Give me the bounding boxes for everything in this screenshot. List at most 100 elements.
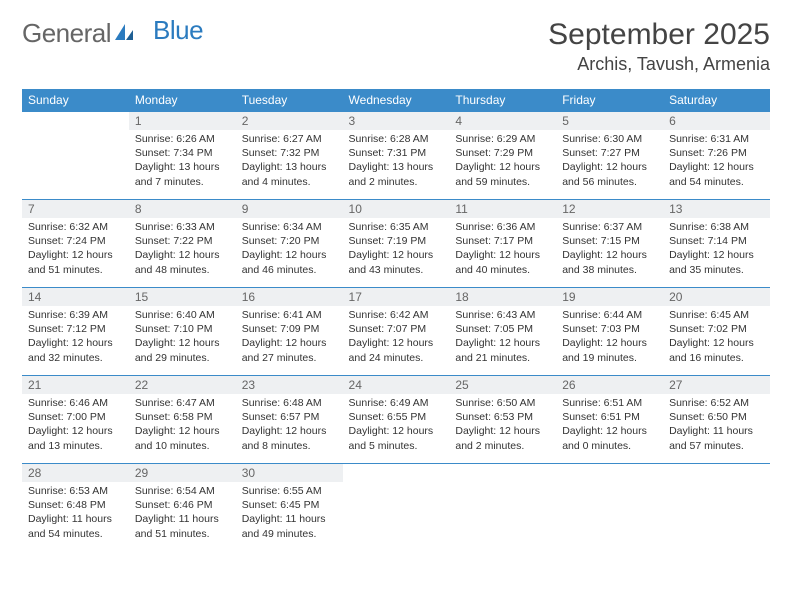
sunset-text: Sunset: 7:24 PM xyxy=(28,234,123,248)
sunrise-text: Sunrise: 6:39 AM xyxy=(28,308,123,322)
day-number: 15 xyxy=(129,288,236,306)
day-content: Sunrise: 6:31 AMSunset: 7:26 PMDaylight:… xyxy=(663,130,770,195)
calendar-day-cell: 24Sunrise: 6:49 AMSunset: 6:55 PMDayligh… xyxy=(343,376,450,464)
calendar-day-cell: . xyxy=(343,464,450,552)
calendar-day-cell: 9Sunrise: 6:34 AMSunset: 7:20 PMDaylight… xyxy=(236,200,343,288)
sunset-text: Sunset: 7:27 PM xyxy=(562,146,657,160)
sunrise-text: Sunrise: 6:35 AM xyxy=(349,220,444,234)
day-content: Sunrise: 6:33 AMSunset: 7:22 PMDaylight:… xyxy=(129,218,236,283)
day-content: Sunrise: 6:42 AMSunset: 7:07 PMDaylight:… xyxy=(343,306,450,371)
calendar-day-cell: 11Sunrise: 6:36 AMSunset: 7:17 PMDayligh… xyxy=(449,200,556,288)
day-content: Sunrise: 6:26 AMSunset: 7:34 PMDaylight:… xyxy=(129,130,236,195)
sunset-text: Sunset: 6:48 PM xyxy=(28,498,123,512)
logo-text-blue: Blue xyxy=(153,15,203,46)
day-content: Sunrise: 6:51 AMSunset: 6:51 PMDaylight:… xyxy=(556,394,663,459)
page-title: September 2025 xyxy=(548,18,770,52)
calendar-day-cell: . xyxy=(22,112,129,200)
day-number: 10 xyxy=(343,200,450,218)
day-number: 20 xyxy=(663,288,770,306)
calendar-day-cell: 15Sunrise: 6:40 AMSunset: 7:10 PMDayligh… xyxy=(129,288,236,376)
day-content: Sunrise: 6:27 AMSunset: 7:32 PMDaylight:… xyxy=(236,130,343,195)
sunrise-text: Sunrise: 6:40 AM xyxy=(135,308,230,322)
sunrise-text: Sunrise: 6:50 AM xyxy=(455,396,550,410)
day-content: Sunrise: 6:43 AMSunset: 7:05 PMDaylight:… xyxy=(449,306,556,371)
sunrise-text: Sunrise: 6:30 AM xyxy=(562,132,657,146)
daylight-text: Daylight: 12 hours and 51 minutes. xyxy=(28,248,123,276)
dow-monday: Monday xyxy=(129,89,236,112)
calendar-week: 28Sunrise: 6:53 AMSunset: 6:48 PMDayligh… xyxy=(22,464,770,552)
daylight-text: Daylight: 12 hours and 21 minutes. xyxy=(455,336,550,364)
location-subtitle: Archis, Tavush, Armenia xyxy=(548,54,770,75)
day-number: 29 xyxy=(129,464,236,482)
day-number: 24 xyxy=(343,376,450,394)
day-content: Sunrise: 6:36 AMSunset: 7:17 PMDaylight:… xyxy=(449,218,556,283)
day-content: Sunrise: 6:47 AMSunset: 6:58 PMDaylight:… xyxy=(129,394,236,459)
day-number: 2 xyxy=(236,112,343,130)
calendar-table: Sunday Monday Tuesday Wednesday Thursday… xyxy=(22,89,770,552)
daylight-text: Daylight: 11 hours and 49 minutes. xyxy=(242,512,337,540)
day-content: Sunrise: 6:30 AMSunset: 7:27 PMDaylight:… xyxy=(556,130,663,195)
dow-sunday: Sunday xyxy=(22,89,129,112)
dow-saturday: Saturday xyxy=(663,89,770,112)
dow-thursday: Thursday xyxy=(449,89,556,112)
sunset-text: Sunset: 7:02 PM xyxy=(669,322,764,336)
logo-text-general: General xyxy=(22,18,111,49)
calendar-day-cell: 26Sunrise: 6:51 AMSunset: 6:51 PMDayligh… xyxy=(556,376,663,464)
sunset-text: Sunset: 6:55 PM xyxy=(349,410,444,424)
day-content: Sunrise: 6:38 AMSunset: 7:14 PMDaylight:… xyxy=(663,218,770,283)
calendar-day-cell: 20Sunrise: 6:45 AMSunset: 7:02 PMDayligh… xyxy=(663,288,770,376)
daylight-text: Daylight: 12 hours and 5 minutes. xyxy=(349,424,444,452)
sunrise-text: Sunrise: 6:47 AM xyxy=(135,396,230,410)
day-content: Sunrise: 6:37 AMSunset: 7:15 PMDaylight:… xyxy=(556,218,663,283)
dow-tuesday: Tuesday xyxy=(236,89,343,112)
day-number: 25 xyxy=(449,376,556,394)
daylight-text: Daylight: 12 hours and 38 minutes. xyxy=(562,248,657,276)
day-number: 28 xyxy=(22,464,129,482)
calendar-week: 14Sunrise: 6:39 AMSunset: 7:12 PMDayligh… xyxy=(22,288,770,376)
calendar-day-cell: 18Sunrise: 6:43 AMSunset: 7:05 PMDayligh… xyxy=(449,288,556,376)
dow-friday: Friday xyxy=(556,89,663,112)
sunrise-text: Sunrise: 6:33 AM xyxy=(135,220,230,234)
sunrise-text: Sunrise: 6:54 AM xyxy=(135,484,230,498)
daylight-text: Daylight: 13 hours and 2 minutes. xyxy=(349,160,444,188)
sunset-text: Sunset: 6:57 PM xyxy=(242,410,337,424)
sunset-text: Sunset: 7:19 PM xyxy=(349,234,444,248)
day-content: Sunrise: 6:28 AMSunset: 7:31 PMDaylight:… xyxy=(343,130,450,195)
daylight-text: Daylight: 12 hours and 8 minutes. xyxy=(242,424,337,452)
calendar-day-cell: 19Sunrise: 6:44 AMSunset: 7:03 PMDayligh… xyxy=(556,288,663,376)
calendar-day-cell: 17Sunrise: 6:42 AMSunset: 7:07 PMDayligh… xyxy=(343,288,450,376)
day-content: Sunrise: 6:32 AMSunset: 7:24 PMDaylight:… xyxy=(22,218,129,283)
day-content: Sunrise: 6:41 AMSunset: 7:09 PMDaylight:… xyxy=(236,306,343,371)
calendar-day-cell: 29Sunrise: 6:54 AMSunset: 6:46 PMDayligh… xyxy=(129,464,236,552)
sunset-text: Sunset: 6:46 PM xyxy=(135,498,230,512)
sunset-text: Sunset: 6:53 PM xyxy=(455,410,550,424)
day-content: Sunrise: 6:55 AMSunset: 6:45 PMDaylight:… xyxy=(236,482,343,547)
sunset-text: Sunset: 7:22 PM xyxy=(135,234,230,248)
sunset-text: Sunset: 6:58 PM xyxy=(135,410,230,424)
calendar-day-cell: 13Sunrise: 6:38 AMSunset: 7:14 PMDayligh… xyxy=(663,200,770,288)
sunrise-text: Sunrise: 6:34 AM xyxy=(242,220,337,234)
calendar-day-cell: 27Sunrise: 6:52 AMSunset: 6:50 PMDayligh… xyxy=(663,376,770,464)
sunrise-text: Sunrise: 6:27 AM xyxy=(242,132,337,146)
sunset-text: Sunset: 7:20 PM xyxy=(242,234,337,248)
sunset-text: Sunset: 7:10 PM xyxy=(135,322,230,336)
sunrise-text: Sunrise: 6:51 AM xyxy=(562,396,657,410)
calendar-day-cell: 21Sunrise: 6:46 AMSunset: 7:00 PMDayligh… xyxy=(22,376,129,464)
day-number: 13 xyxy=(663,200,770,218)
sunrise-text: Sunrise: 6:32 AM xyxy=(28,220,123,234)
header: General Blue September 2025 Archis, Tavu… xyxy=(22,18,770,75)
day-number: 22 xyxy=(129,376,236,394)
logo: General Blue xyxy=(22,18,203,49)
daylight-text: Daylight: 12 hours and 48 minutes. xyxy=(135,248,230,276)
day-content: Sunrise: 6:52 AMSunset: 6:50 PMDaylight:… xyxy=(663,394,770,459)
calendar-day-cell: 30Sunrise: 6:55 AMSunset: 6:45 PMDayligh… xyxy=(236,464,343,552)
calendar-day-cell: 10Sunrise: 6:35 AMSunset: 7:19 PMDayligh… xyxy=(343,200,450,288)
sunset-text: Sunset: 7:07 PM xyxy=(349,322,444,336)
day-content: Sunrise: 6:39 AMSunset: 7:12 PMDaylight:… xyxy=(22,306,129,371)
day-content: Sunrise: 6:40 AMSunset: 7:10 PMDaylight:… xyxy=(129,306,236,371)
day-content: Sunrise: 6:35 AMSunset: 7:19 PMDaylight:… xyxy=(343,218,450,283)
day-number: 9 xyxy=(236,200,343,218)
sunrise-text: Sunrise: 6:26 AM xyxy=(135,132,230,146)
calendar-day-cell: 12Sunrise: 6:37 AMSunset: 7:15 PMDayligh… xyxy=(556,200,663,288)
daylight-text: Daylight: 11 hours and 54 minutes. xyxy=(28,512,123,540)
